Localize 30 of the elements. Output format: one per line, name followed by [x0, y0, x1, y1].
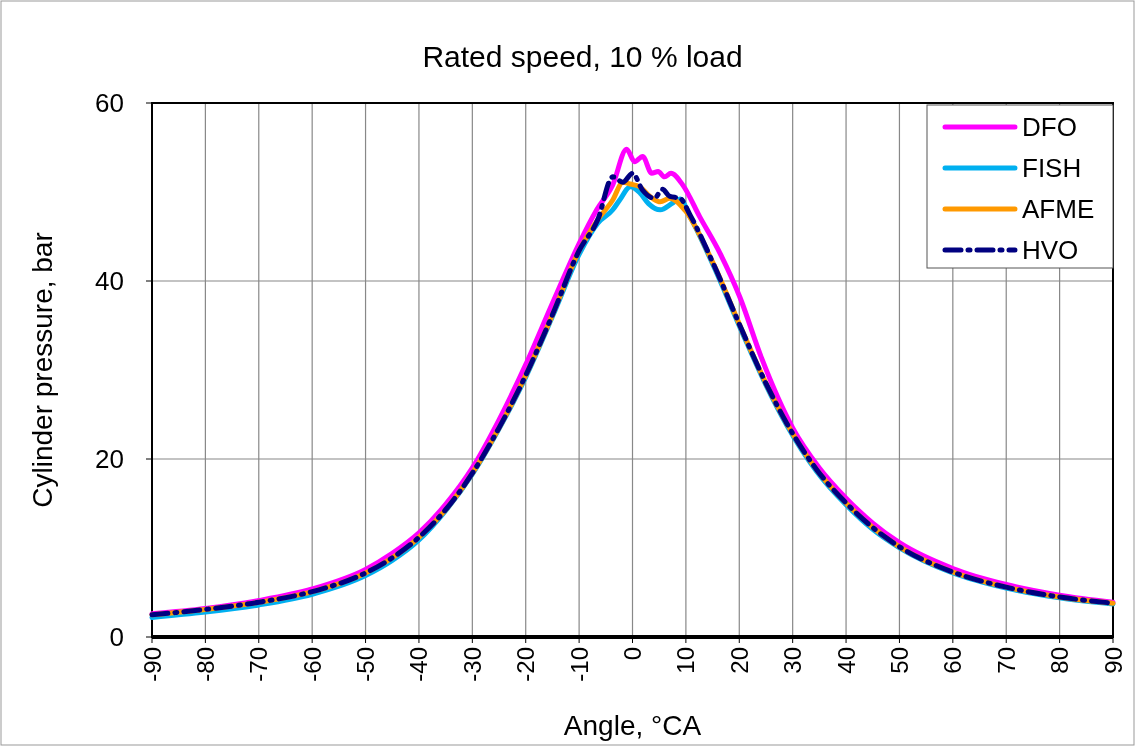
x-tick-label: 60 [939, 647, 967, 674]
x-tick-label: 50 [885, 647, 913, 674]
y-tick-label: 20 [95, 444, 124, 474]
x-tick-label: 20 [725, 647, 753, 674]
legend-label: HVO [1022, 235, 1079, 265]
x-tick-label: -60 [298, 647, 326, 682]
x-tick-label: 70 [992, 647, 1020, 674]
x-tick-label: 30 [779, 647, 807, 674]
x-tick-label: 90 [1099, 647, 1127, 674]
x-tick-label: -40 [405, 647, 433, 682]
x-tick-label: -30 [458, 647, 486, 682]
x-tick-label: 80 [1046, 647, 1074, 674]
legend-label: AFME [1022, 194, 1095, 224]
x-tick-label: 10 [672, 647, 700, 674]
y-tick-label: 40 [95, 266, 124, 296]
x-tick-label: -70 [245, 647, 273, 682]
x-tick-label: -90 [138, 647, 166, 682]
y-tick-label: 0 [109, 622, 124, 652]
x-axis-title: Angle, °CA [563, 710, 702, 741]
x-tick-label: -10 [565, 647, 593, 682]
legend-label: DFO [1022, 112, 1077, 142]
x-tick-label: -50 [352, 647, 380, 682]
legend-label: FISH [1022, 153, 1082, 183]
x-tick-label: 40 [832, 647, 860, 674]
x-tick-label: 0 [619, 647, 646, 661]
x-tick-label: -80 [191, 647, 219, 682]
x-tick-label: -20 [512, 647, 540, 682]
y-tick-label: 60 [95, 88, 124, 118]
y-axis-title: Cylinder pressure, bar [27, 232, 58, 508]
chart-title: Rated speed, 10 % load [422, 40, 743, 73]
